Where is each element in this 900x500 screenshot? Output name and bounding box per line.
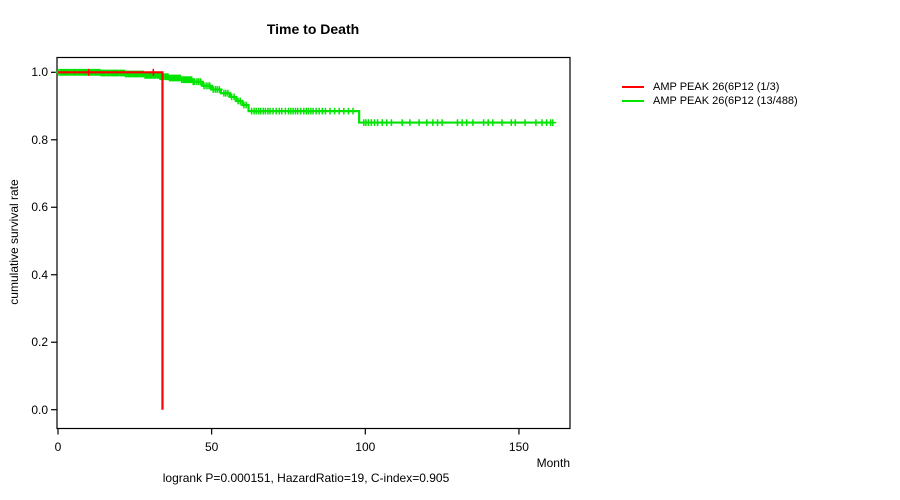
legend-entry-red: AMP PEAK 26(6P12 (1/3): [622, 80, 798, 94]
legend-line-green: [622, 100, 644, 102]
x-tick-label: 0: [54, 440, 62, 454]
legend-label-green: AMP PEAK 26(6P12 (13/488): [653, 95, 798, 107]
x-axis-title: Month: [536, 456, 570, 470]
x-tick-label: 150: [508, 440, 529, 454]
x-tick-label: 100: [355, 440, 376, 454]
y-tick-label: 0.6: [31, 200, 48, 215]
legend-line-red: [622, 86, 644, 88]
censor-marks-1: [55, 68, 557, 126]
y-tick-label: 0.2: [31, 335, 48, 350]
y-tick-label: 0.8: [31, 132, 48, 147]
x-tick-label: 50: [204, 440, 219, 454]
series-line-1: [58, 71, 553, 124]
legend: AMP PEAK 26(6P12 (1/3) AMP PEAK 26(6P12 …: [622, 80, 798, 108]
stats-footnote: logrank P=0.000151, HazardRatio=19, C-in…: [162, 471, 450, 485]
y-tick-label: 1.0: [31, 65, 48, 80]
y-tick-label: 0.0: [31, 402, 48, 417]
y-tick-label: 0.4: [31, 267, 48, 282]
series-line-0: [58, 71, 164, 410]
censor-marks-0: [85, 68, 157, 76]
legend-label-red: AMP PEAK 26(6P12 (1/3): [653, 81, 780, 93]
plot-box: [56, 56, 571, 430]
legend-entry-green: AMP PEAK 26(6P12 (13/488): [622, 94, 798, 108]
chart-title: Time to Death: [266, 21, 360, 37]
y-axis-title: cumulative survival rate: [7, 179, 21, 305]
